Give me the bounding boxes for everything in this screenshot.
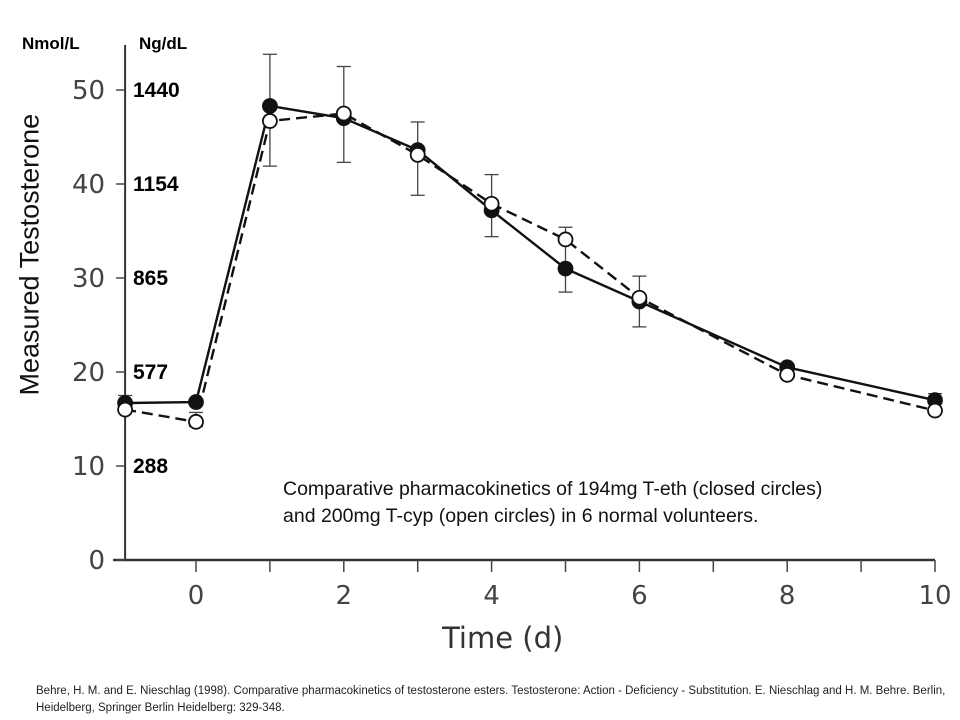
ng-label-288: 288: [133, 455, 169, 478]
annotation-line-2: and 200mg T-cyp (open circles) in 6 norm…: [283, 505, 759, 527]
series-lines: [124, 104, 936, 424]
x-tick-label: 2: [336, 581, 353, 611]
data-point-open: [261, 113, 278, 129]
data-point-open: [335, 105, 352, 122]
series-line-t-cyp: [124, 112, 936, 424]
data-point-open: [409, 146, 426, 163]
data-points: [117, 98, 943, 430]
y-tick-label: 10: [72, 452, 105, 482]
y-tick-label: 0: [89, 546, 106, 576]
y-tick-label: 40: [72, 170, 105, 200]
units-nmol-label: Nmol/L: [22, 34, 80, 53]
data-point-closed: [261, 98, 278, 114]
data-point-open: [188, 413, 204, 430]
data-point-open: [483, 195, 500, 212]
ng-label-865: 865: [133, 267, 169, 290]
x-tick-label: 4: [483, 581, 500, 611]
x-axis-title: Time (d): [441, 621, 563, 655]
y-tick-label: 20: [72, 358, 105, 388]
data-point-open: [117, 401, 133, 418]
data-point-open: [631, 289, 648, 306]
ng-label-1154: 1154: [133, 173, 179, 196]
series-line-t-eth: [125, 104, 936, 405]
citation: Behre, H. M. and E. Nieschlag (1998). Co…: [36, 685, 946, 714]
x-tick-label: 10: [918, 581, 951, 611]
data-point-open: [779, 366, 796, 383]
y-tick-label: 30: [72, 264, 105, 294]
x-tick-label: 0: [188, 581, 205, 611]
x-tick-label: 6: [631, 581, 648, 611]
ng-label-1440: 1440: [133, 79, 180, 102]
y-axis-title: Measured Testosterone: [14, 113, 45, 396]
data-point-open: [557, 231, 574, 248]
data-point-open: [927, 402, 943, 419]
annotation-line-1: Comparative pharmacokinetics of 194mg T-…: [283, 478, 823, 500]
data-point-closed: [557, 260, 574, 277]
x-tick-label: 8: [779, 581, 796, 611]
axes: [113, 45, 936, 572]
chart-annotation: Comparative pharmacokinetics of 194mg T-…: [283, 476, 822, 530]
tick-labels: 0 10 20 30 40 50 0 2 4 6 8 10 Time (d): [72, 76, 952, 655]
units-ngdl-label: Ng/dL: [139, 34, 188, 53]
data-point-closed: [188, 394, 204, 410]
ng-label-577: 577: [133, 361, 169, 384]
y-tick-label: 50: [72, 76, 105, 106]
